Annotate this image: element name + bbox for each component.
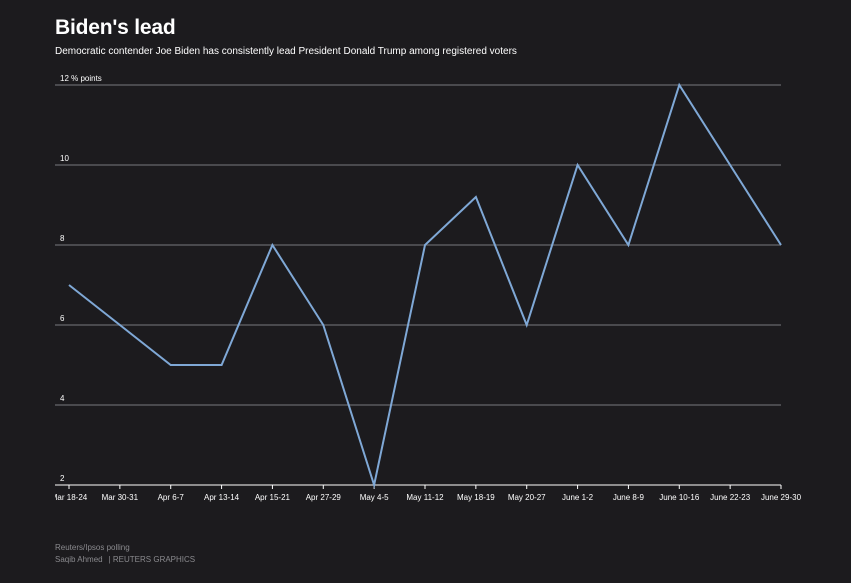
x-tick-label: June 22-23 [710,493,751,502]
x-tick-label: June 8-9 [613,493,645,502]
x-tick-label: Apr 6-7 [158,493,185,502]
author-name: Saqib Ahmed [55,555,103,564]
y-tick-label: 4 [60,394,65,403]
x-tick-label: Apr 15-21 [255,493,291,502]
y-tick-label: 12 % points [60,74,102,83]
y-tick-label: 10 [60,154,69,163]
x-tick-label: May 4-5 [360,493,389,502]
x-tick-label: Mar 18-24 [51,493,88,502]
x-tick-labels: Mar 18-24 Mar 30-31 Apr 6-7 Apr 13-14 Apr 15… [51,493,802,502]
x-tick-label: Apr 13-14 [204,493,240,502]
x-tick-label: June 10-16 [659,493,700,502]
source-note: Reuters/Ipsos polling [55,543,130,552]
x-tick-label: June 1-2 [562,493,594,502]
series-lines [68,82,782,489]
x-axis [55,484,782,489]
chart-subtitle: Democratic contender Joe Biden has consi… [55,46,517,57]
brand-label: | REUTERS GRAPHICS [108,555,196,564]
chart-title: Biden's lead [55,16,176,39]
series-line [68,82,782,489]
x-tick-label: June 29-30 [761,493,802,502]
x-tick-label: May 11-12 [406,493,444,502]
x-tick-label: Apr 27-29 [306,493,342,502]
x-tick-label: Mar 30-31 [102,493,139,502]
gridlines [55,84,781,406]
y-tick-label: 6 [60,314,65,323]
x-tick-label: May 20-27 [508,493,546,502]
x-tick-label: May 18-19 [457,493,495,502]
y-tick-label: 8 [60,234,65,243]
y-tick-labels: 12 % points 10 8 6 4 2 [60,74,102,483]
credit-line: Saqib Ahmed | REUTERS GRAPHICS [55,555,195,564]
y-tick-label: 2 [60,474,65,483]
